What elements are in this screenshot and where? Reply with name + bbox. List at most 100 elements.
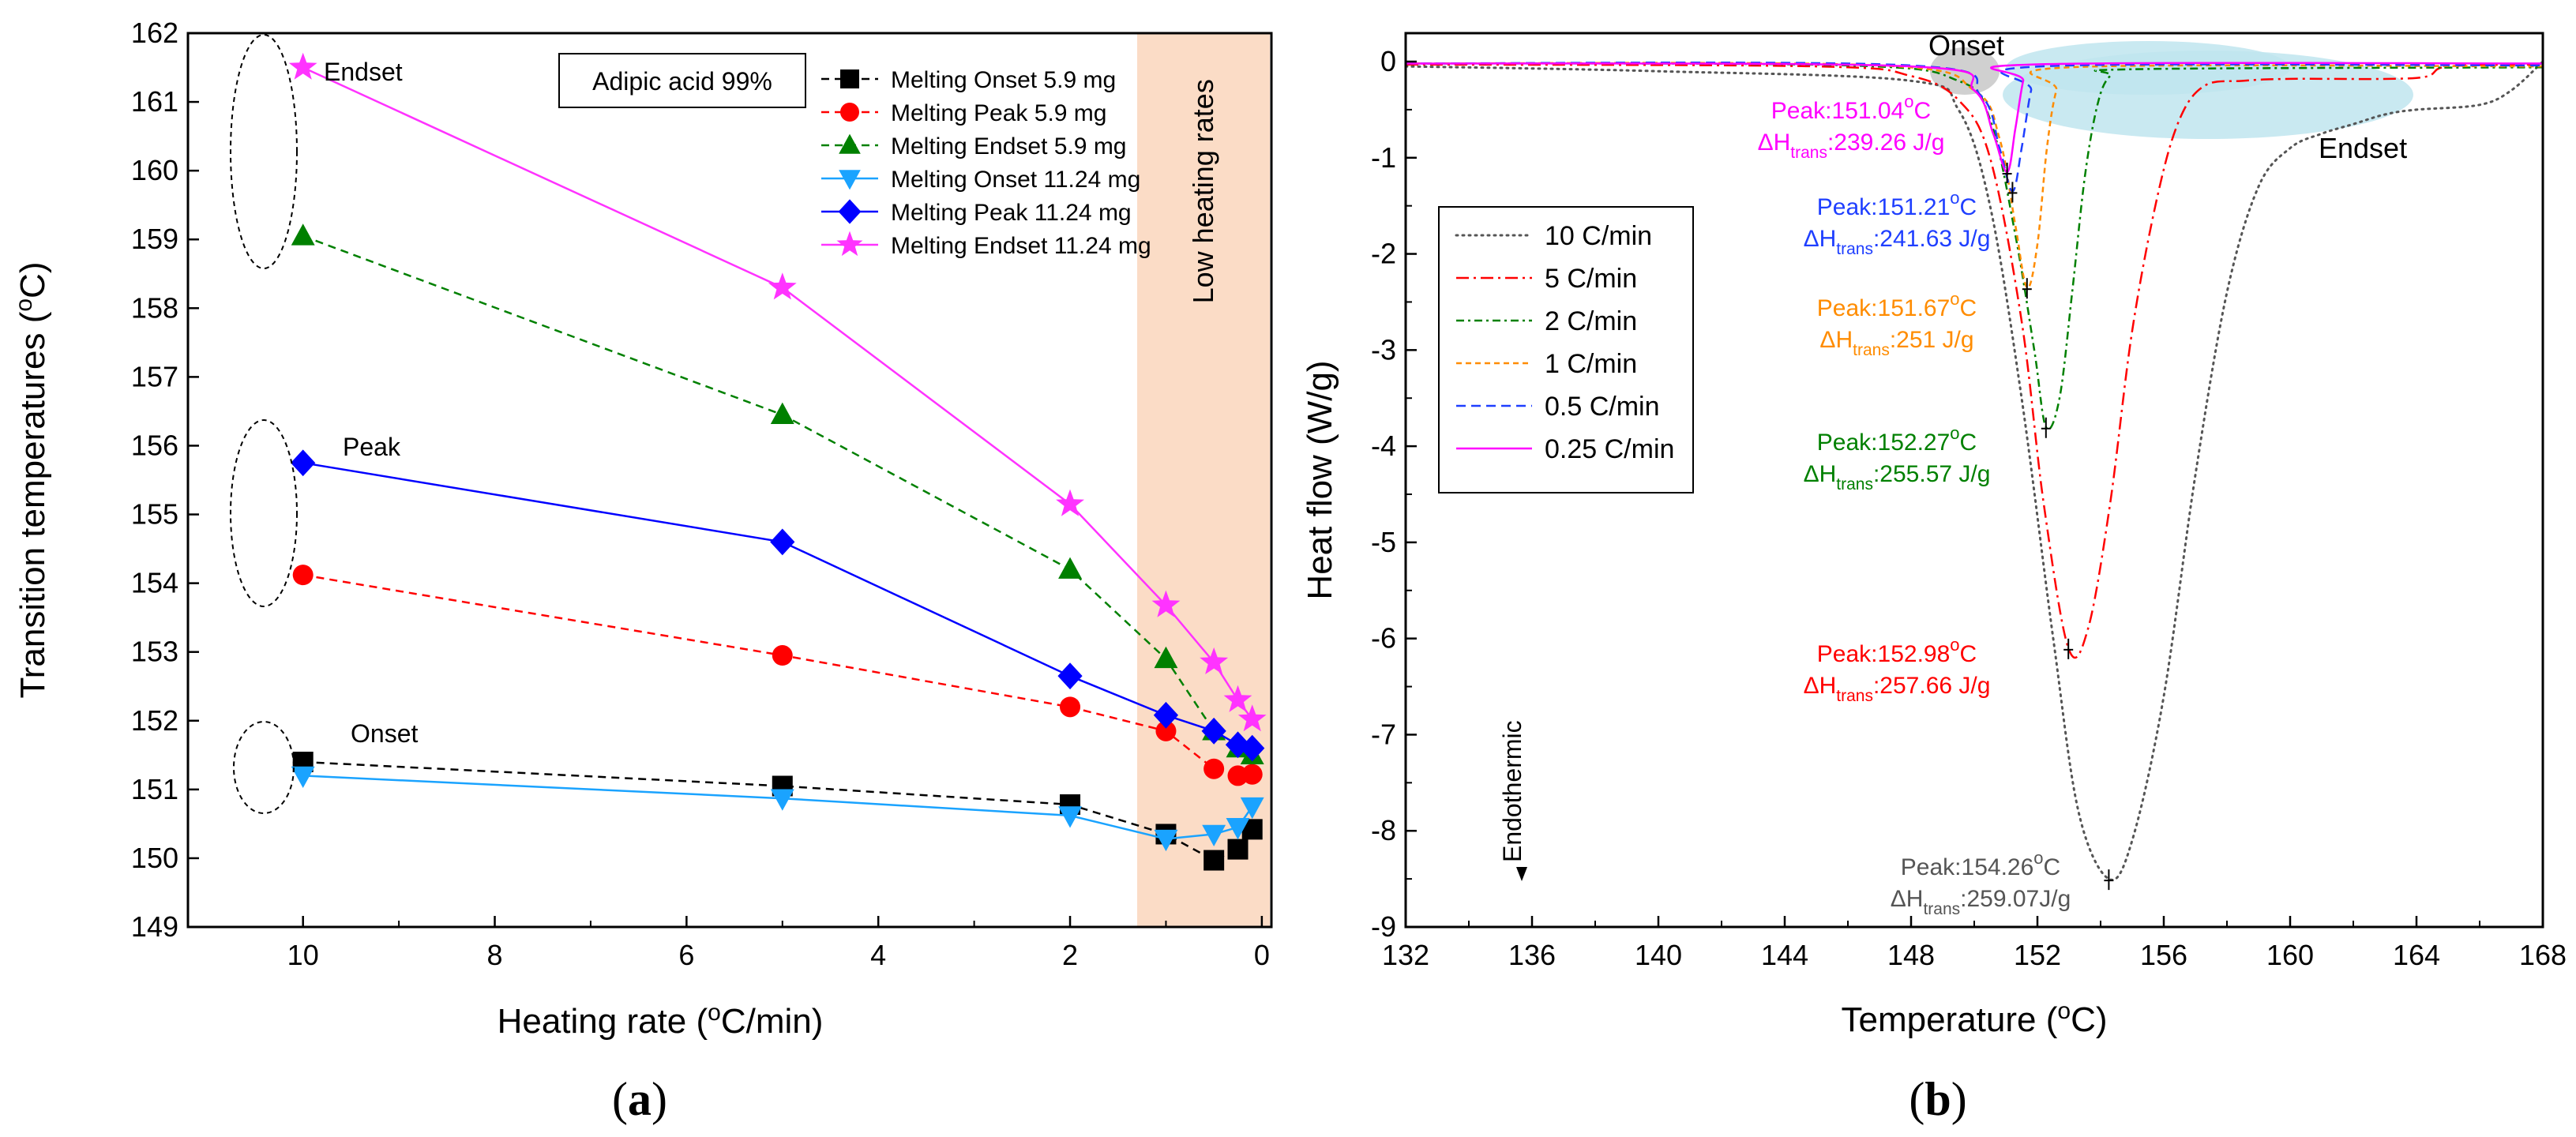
y-tick-label-b: -6 [1371,622,1396,655]
legend-b-item: 0.25 C/min [1456,434,1674,464]
low-heating-rate-label: Low heating rates [1187,79,1219,303]
peak-value: Peak:151.21 [1817,194,1950,220]
x-title-a-pre: Heating rate ( [498,1002,708,1041]
peak-deg: o [1950,635,1959,655]
peak-temperature-label: Peak:151.04oC [1771,92,1931,124]
peak-unit: C [1960,194,1977,220]
peak-deg: o [1950,423,1959,443]
enthalpy-symbol: ΔH [1819,327,1853,353]
data-point-a [1240,797,1264,820]
legend-b-label: 0.5 C/min [1545,392,1660,422]
series-a-2 [291,223,1264,765]
legend-b-label: 2 C/min [1545,306,1637,336]
y-tick-label-b: -7 [1371,718,1396,750]
data-point-a [1223,685,1252,712]
x-tick-label-a: 0 [1254,939,1270,971]
enthalpy-label: ΔHtrans:255.57 J/g [1804,461,1991,493]
series-a-4 [291,449,1265,762]
enthalpy-value: :239.26 J/g [1827,129,1944,156]
enthalpy-value: :251 J/g [1890,327,1974,353]
peak-temperature-label: Peak:151.67oC [1817,289,1977,321]
y-title-a-post: C) [13,261,52,298]
data-point-a [1200,647,1229,674]
data-point-a [292,565,314,586]
endset-annotation: Endset [2319,132,2407,164]
endothermic-arrow-icon [1516,867,1527,881]
peak-deg: o [1950,289,1959,309]
series-a-1 [292,565,1263,786]
y-tick-label-a: 153 [131,636,178,668]
peak-temperature-label: Peak:152.98oC [1817,635,1977,667]
y-tick-label-a: 156 [131,429,178,461]
legend-a-label: Melting Peak 11.24 mg [891,200,1132,226]
legend-a-item: Melting Peak 11.24 mg [821,199,1132,226]
enthalpy-value: :255.57 J/g [1873,461,1990,487]
enthalpy-label: ΔHtrans:257.66 J/g [1804,673,1991,705]
series-b-0 [1404,60,2544,891]
legend-b-item: 0.5 C/min [1456,392,1660,422]
enthalpy-sub: trans [1923,900,1960,918]
x-tick-label-a: 8 [487,939,503,971]
series-line-a [302,235,1253,756]
panel-label-a-paren1: ( [612,1073,628,1125]
legend-a-label: Melting Endset 11.24 mg [891,233,1151,259]
panel-label-b-paren1: ( [1909,1073,1924,1125]
x-title-b-pre: Temperature ( [1841,1000,2057,1039]
y-tick-label-a: 155 [131,498,178,531]
series-a-3 [291,766,1264,852]
legend-a-marker [836,231,863,257]
data-point-a [1226,818,1250,840]
heatflow-curve [1405,63,2544,659]
enthalpy-symbol: ΔH [1804,226,1837,252]
data-point-a [1241,764,1263,785]
peak-annotation: Peak:152.98oC ΔHtrans:257.66 J/g [1804,635,1991,705]
peak-annotation: Peak:152.27oC ΔHtrans:255.57 J/g [1804,423,1991,493]
peak-group-ellipse [230,419,298,607]
y-tick-label-b: -8 [1371,814,1396,846]
endset-group-ellipse [230,34,298,269]
series-a-5 [288,52,1267,732]
legend-b-label: 5 C/min [1545,264,1637,294]
enthalpy-label: ΔHtrans:239.26 J/g [1758,129,1945,162]
y-tick-label-a: 154 [131,567,178,599]
legend-a-label: Melting Endset 5.9 mg [891,133,1127,159]
data-point-a [1227,839,1249,860]
legend-b-label: 0.25 C/min [1545,434,1674,464]
y-tick-label-a: 151 [131,773,178,805]
peak-deg: o [2033,848,2043,868]
data-point-a [291,766,315,789]
y-tick-label-a: 161 [131,85,178,118]
enthalpy-symbol: ΔH [1804,461,1837,487]
series-b-2 [1405,62,2544,438]
data-point-a [768,272,797,300]
enthalpy-value: :241.63 J/g [1873,226,1990,252]
peak-value: Peak:152.98 [1817,641,1950,667]
x-title-a-post: C/min) [721,1002,824,1041]
peak-deg: o [1950,188,1959,208]
series-line-a [302,573,1252,777]
enthalpy-label: ΔHtrans:259.07J/g [1891,886,2071,918]
legend-b-label: 1 C/min [1545,349,1637,379]
onset-group-label: Onset [351,719,418,748]
legend-b-box [1438,206,1694,493]
peak-unit: C [1960,641,1977,667]
data-point-a [291,449,316,477]
y-tick-label-a: 150 [131,842,178,874]
data-point-a [1225,731,1251,759]
legend-b: 10 C/min 5 C/min 2 C/min 1 C/min 0.5 C/min 0.… [1455,221,1674,464]
x-axis-title-a: Heating rate (oC/min) [498,1000,824,1041]
peak-unit: C [1960,430,1977,456]
y-tick-label-a: 162 [131,17,178,49]
legend-b-item: 5 C/min [1456,264,1637,294]
y-tick-label-b: -4 [1371,430,1396,462]
enthalpy-symbol: ΔH [1891,886,1924,912]
y-tick-label-b: -1 [1371,141,1396,174]
data-point-a [1202,824,1226,847]
endset-group-label: Endset [324,58,403,86]
enthalpy-value: :259.07J/g [1960,886,2071,912]
onset-group-ellipse [233,721,295,814]
data-point-a [1056,489,1084,516]
panel-label-b-letter: b [1924,1073,1951,1125]
sample-label-box [558,53,806,108]
